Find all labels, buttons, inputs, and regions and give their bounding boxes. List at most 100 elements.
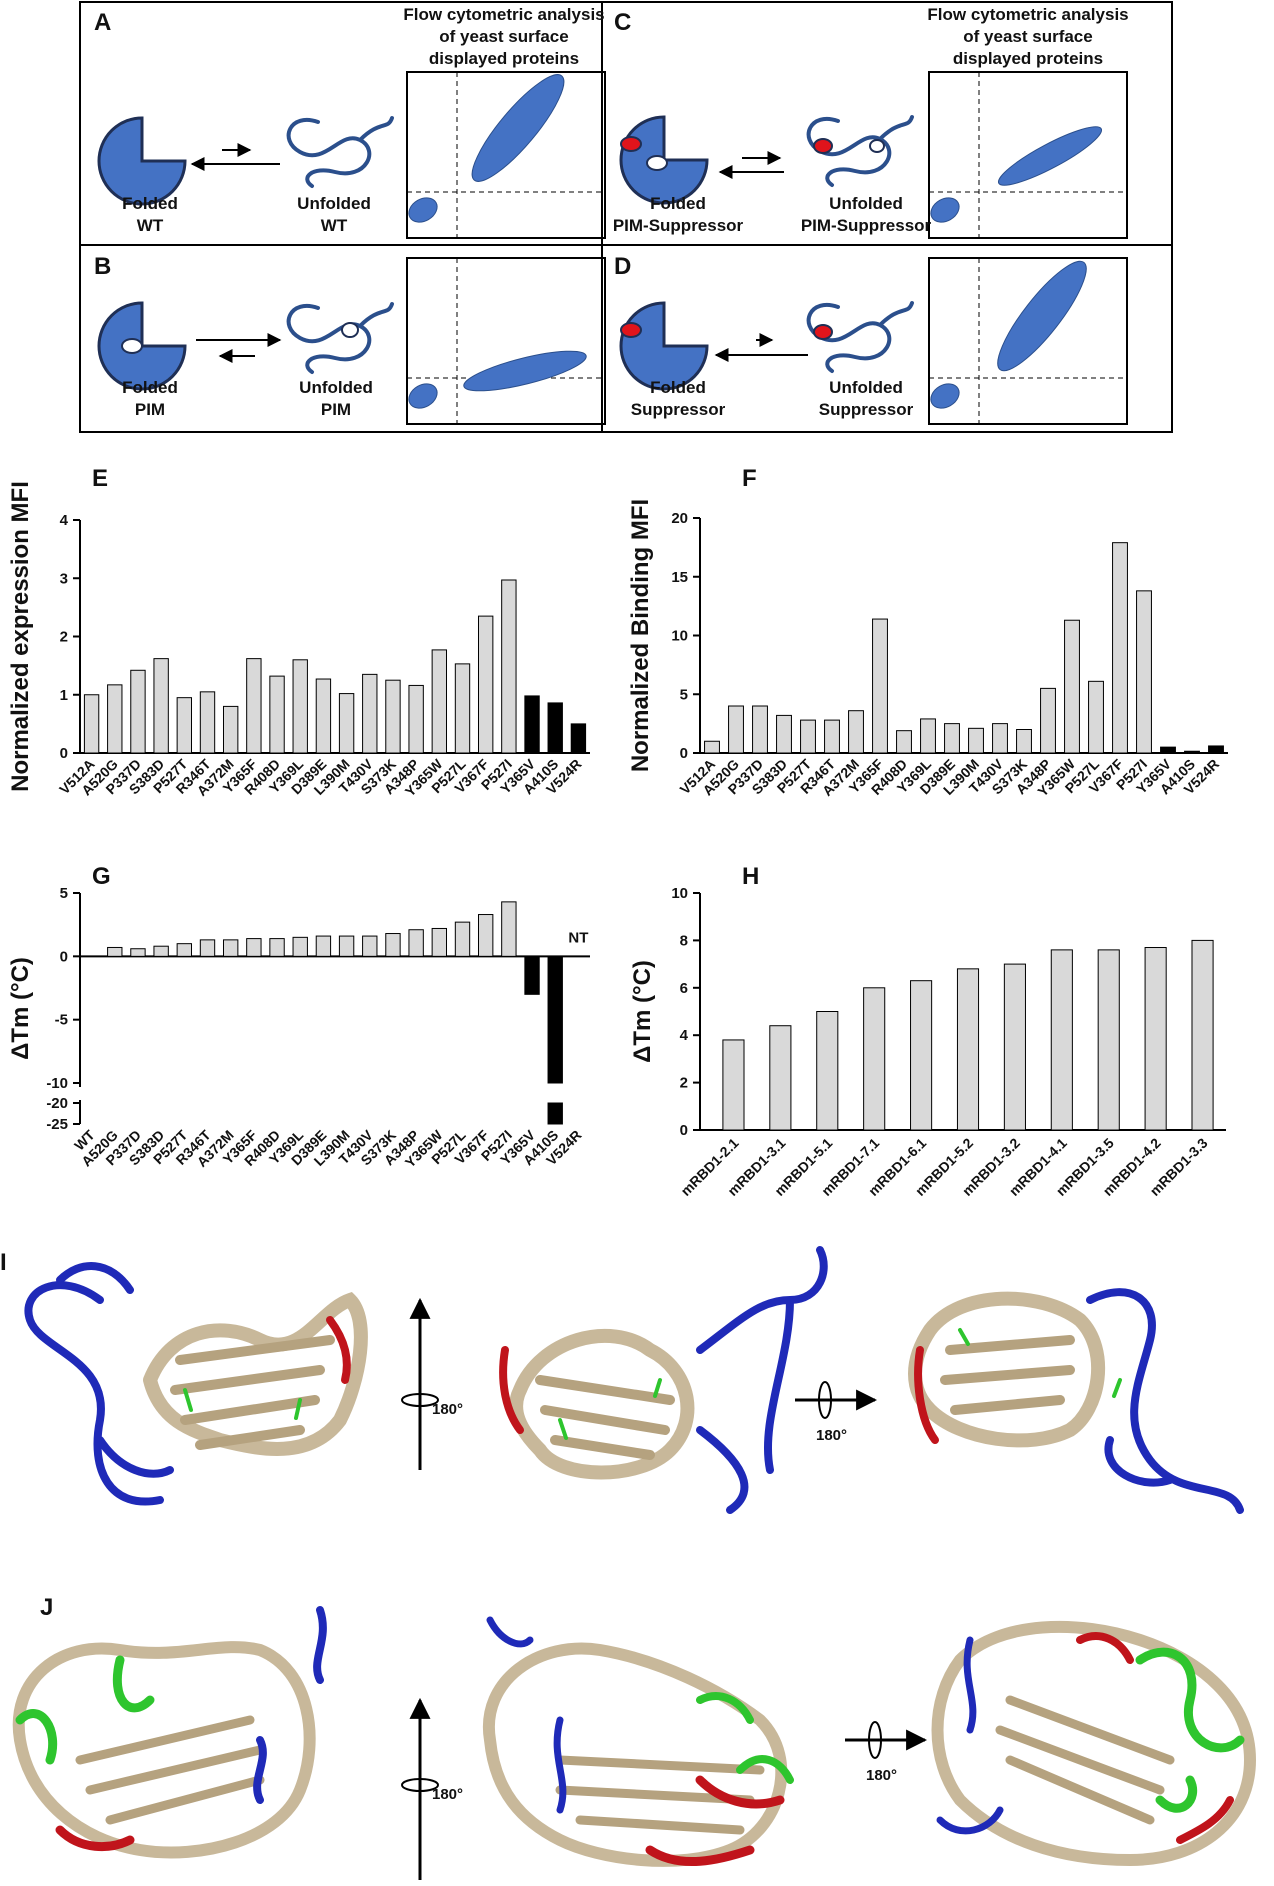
bar — [315, 935, 332, 957]
bar — [524, 955, 540, 995]
structure-j-view-3 — [931, 1620, 1257, 1867]
svg-text:180°: 180° — [432, 1401, 463, 1418]
y-tick-label: 0 — [60, 745, 68, 762]
panel-label-e: E — [92, 465, 108, 492]
bar — [269, 938, 285, 957]
bar — [292, 936, 308, 957]
bar — [769, 1025, 792, 1131]
label-c-folded: Folded — [650, 194, 706, 213]
bar — [776, 714, 792, 754]
bar — [477, 914, 494, 957]
bar — [246, 938, 262, 957]
suppressor-dot-c — [813, 138, 833, 154]
bar — [501, 579, 517, 754]
flow-plot-a — [406, 71, 606, 239]
rotation-arrow-i-2: 180° — [795, 1381, 878, 1444]
panel-label-c: C — [614, 9, 631, 36]
unfolded-chain-b — [286, 302, 394, 374]
bar — [728, 705, 744, 754]
panel-label-b: B — [94, 253, 111, 280]
bar — [1040, 687, 1056, 754]
pim-dot-c — [869, 139, 885, 153]
bar — [848, 710, 864, 754]
bar-lower-segment — [547, 1102, 563, 1125]
bar — [944, 723, 960, 754]
bar — [246, 658, 262, 754]
panel-label-h: H — [742, 863, 759, 890]
y-tick-label: -10 — [46, 1075, 68, 1092]
bar — [292, 659, 308, 754]
bar — [1016, 729, 1032, 754]
bar — [107, 946, 123, 957]
chart-f-binding: 05101520V512AA520GP337DS383DP527TR346TA3… — [627, 499, 1228, 800]
svg-text:displayed proteins: displayed proteins — [953, 49, 1103, 68]
flow-plot-b — [406, 257, 606, 425]
bar — [1003, 963, 1026, 1131]
bar — [107, 684, 123, 754]
y-tick-label: 10 — [671, 885, 688, 902]
bar — [547, 702, 563, 754]
bar — [1097, 949, 1120, 1131]
bar — [956, 968, 980, 1131]
bar — [824, 719, 840, 754]
bar — [968, 727, 984, 754]
panel-label-a: A — [94, 9, 111, 36]
rotation-arrow-j-2: 180° — [845, 1721, 928, 1784]
y-tick-label: 20 — [671, 510, 688, 527]
bar — [1160, 746, 1176, 754]
label-c-pim-suppressor: PIM-Suppressor — [613, 216, 744, 235]
svg-text:180°: 180° — [816, 1427, 847, 1444]
bar — [1064, 619, 1080, 754]
bar — [477, 615, 494, 754]
label-d-unfolded: Unfolded — [829, 378, 903, 397]
bar — [408, 929, 424, 957]
bar — [362, 935, 378, 957]
y-axis-label: Normalized Binding MFI — [627, 499, 654, 772]
y-axis-label: Normalized expression MFI — [7, 481, 34, 792]
folded-protein-c — [619, 115, 709, 205]
bar — [222, 705, 239, 754]
bar — [338, 935, 355, 957]
schematic-grid — [79, 1, 1173, 433]
pim-dot-b — [341, 322, 359, 338]
structure-i-view-1 — [24, 1262, 368, 1506]
flow-plot-d — [928, 257, 1128, 425]
nt-annotation: NT — [568, 929, 588, 946]
label-a-unfolded: Unfolded — [297, 194, 371, 213]
y-axis-label: ΔTm (°C) — [629, 960, 656, 1063]
y-tick-label: -20 — [46, 1095, 68, 1112]
label-b-unfolded-pim: PIM — [321, 400, 351, 419]
bar — [315, 678, 332, 754]
bar — [338, 693, 355, 754]
y-tick-label: 4 — [680, 1027, 689, 1044]
panel-label-i: I — [0, 1249, 7, 1276]
label-c-unfolded-pim-suppressor: PIM-Suppressor — [801, 216, 932, 235]
bar — [816, 1011, 839, 1131]
label-d-folded: Folded — [650, 378, 706, 397]
folded-protein-a — [97, 116, 187, 206]
bar — [1144, 947, 1167, 1131]
bar — [431, 927, 448, 957]
y-tick-label: -25 — [46, 1116, 68, 1133]
label-b-unfolded: Unfolded — [299, 378, 373, 397]
folded-protein-d — [619, 301, 709, 391]
bar — [992, 723, 1008, 754]
bar — [199, 939, 216, 957]
svg-text:of yeast surface: of yeast surface — [439, 27, 568, 46]
svg-text:displayed proteins: displayed proteins — [429, 49, 579, 68]
label-b-folded: Folded — [122, 378, 178, 397]
structure-j-view-1 — [12, 1606, 327, 1859]
y-tick-label: 0 — [680, 745, 688, 762]
bar — [920, 718, 936, 754]
bar — [752, 705, 768, 754]
label-a-unfolded-wt: WT — [321, 216, 348, 235]
flow-title-a: Flow cytometric analysis of yeast surfac… — [403, 5, 604, 68]
label-b-pim: PIM — [135, 400, 165, 419]
bar — [863, 987, 886, 1131]
bar — [385, 933, 401, 957]
panel-label-j: J — [40, 1594, 53, 1621]
bar — [199, 691, 216, 754]
flow-plot-c — [928, 71, 1128, 239]
rotation-arrow-i-1: 180° — [401, 1297, 463, 1470]
